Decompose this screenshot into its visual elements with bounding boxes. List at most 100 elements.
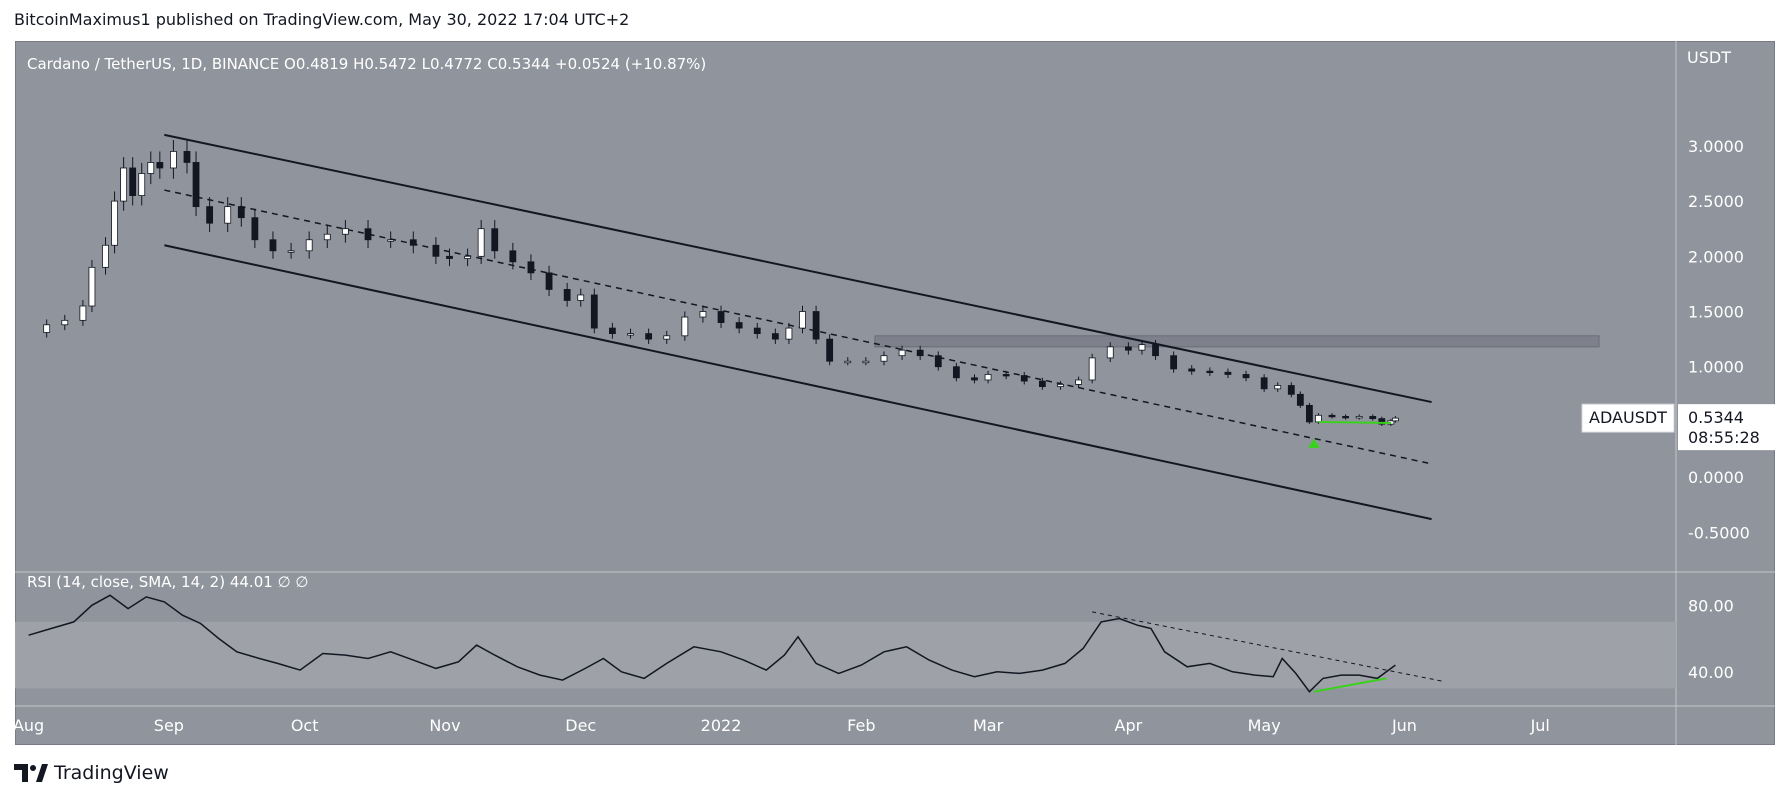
candle-up — [43, 324, 51, 333]
rsi-dashed-trendline — [1092, 611, 1446, 683]
symbol-badge-text: ADAUSDT — [1589, 408, 1667, 427]
candle-up — [323, 233, 331, 241]
candle-up — [1274, 385, 1282, 390]
candle-up — [147, 162, 155, 174]
last-price-label: 0.5344 — [1688, 408, 1744, 427]
price-tick-label: 3.0000 — [1688, 137, 1744, 156]
time-tick-label: 2022 — [701, 716, 742, 735]
rsi-header: RSI (14, close, SMA, 14, 2) 44.01 ∅ ∅ — [27, 573, 308, 591]
close-label: C — [487, 55, 497, 73]
candle-down — [527, 261, 535, 274]
candle-up — [1315, 414, 1322, 423]
low-value: 0.4772 — [430, 55, 487, 73]
rsi-band — [15, 621, 1676, 689]
candle-down — [1170, 355, 1178, 370]
candle-down — [206, 206, 214, 224]
candle-up — [341, 228, 349, 235]
candle-down — [645, 333, 653, 340]
upper-channel-line — [164, 133, 1432, 404]
resistance-zone — [874, 335, 1600, 348]
candle-up — [477, 228, 485, 257]
candle-up — [862, 360, 870, 364]
candle-down — [812, 311, 820, 340]
candle-down — [545, 272, 553, 290]
candle-up — [1391, 417, 1399, 422]
candle-up — [663, 335, 671, 340]
candle-down — [1002, 374, 1010, 377]
candle-up — [681, 316, 689, 337]
price-tick-label: 1.0000 — [1688, 358, 1744, 377]
candle-down — [1287, 385, 1295, 395]
candle-down — [1206, 370, 1214, 374]
rsi-line — [28, 594, 1396, 693]
currency-label: USDT — [1687, 48, 1731, 67]
candle-down — [753, 327, 761, 335]
candle-down — [563, 289, 571, 301]
time-tick-label: Oct — [291, 716, 319, 735]
publish-line: BitcoinMaximus1 published on TradingView… — [14, 10, 630, 29]
candle-down — [1242, 374, 1250, 379]
candle-up — [79, 305, 87, 321]
candle-up — [287, 250, 295, 253]
candle-down — [269, 239, 277, 252]
rsi-extra: ∅ — [278, 573, 296, 591]
close-value: 0.5344 — [498, 55, 555, 73]
tradingview-logo-icon — [14, 764, 48, 782]
candle-down — [409, 239, 417, 246]
candle-up — [387, 239, 395, 242]
candle-up — [627, 333, 634, 336]
time-tick-label: Aug — [13, 716, 44, 735]
high-label: H — [353, 55, 364, 73]
candle-down — [952, 366, 960, 379]
candle-down — [1306, 404, 1313, 423]
candle-up — [1355, 416, 1363, 419]
candle-up — [170, 151, 177, 169]
rsi-value: 44.01 — [230, 573, 278, 591]
candle-down — [1342, 416, 1350, 419]
candle-up — [102, 244, 109, 268]
low-label: L — [422, 55, 431, 73]
candle-down — [1038, 380, 1046, 388]
rsi-title: RSI (14, close, SMA, 14, 2) — [27, 573, 230, 591]
symbol-badge — [1581, 403, 1675, 433]
green-arrow-icon — [1307, 438, 1320, 448]
candle-up — [898, 349, 906, 357]
price-tick-label: -0.5000 — [1688, 523, 1750, 542]
candle-up — [880, 355, 888, 362]
candle-down — [1152, 344, 1159, 357]
candle-up — [1106, 346, 1114, 359]
candle-down — [771, 333, 779, 340]
time-tick-label: Dec — [565, 716, 596, 735]
candle-down — [971, 377, 978, 381]
candle-up — [984, 374, 992, 381]
candle-down — [156, 162, 164, 169]
change-value: +0.0524 (+10.87%) — [555, 55, 706, 73]
candle-down — [1296, 393, 1304, 406]
candle-up — [844, 360, 852, 364]
candle-up — [1088, 357, 1096, 381]
candle-up — [224, 206, 232, 224]
candle-down — [1369, 416, 1377, 420]
tradingview-logo-text: TradingView — [54, 762, 169, 784]
candle-down — [1260, 377, 1268, 390]
time-tick-label: Jun — [1391, 716, 1417, 735]
ohlc-header: Cardano / TetherUS, 1D, BINANCE O0.4819 … — [27, 55, 706, 73]
open-label: O — [284, 55, 296, 73]
open-value: 0.4819 — [296, 55, 353, 73]
candle-down — [916, 349, 924, 357]
price-tick-label: 2.0000 — [1688, 247, 1744, 266]
candle-up — [138, 173, 146, 196]
chart-title: Cardano / TetherUS, 1D, BINANCE — [27, 55, 284, 73]
candle-up — [699, 311, 707, 318]
candle-up — [61, 319, 69, 326]
rsi-green-divergence — [1313, 677, 1387, 693]
candle-down — [491, 228, 499, 252]
candle-up — [464, 255, 471, 259]
price-tick-label: 2.5000 — [1688, 192, 1744, 211]
lower-channel-line — [164, 244, 1432, 521]
candle-up — [799, 311, 806, 329]
tradingview-logo[interactable]: TradingView — [14, 762, 169, 784]
price-tick-label: 1.5000 — [1688, 303, 1744, 322]
candle-down — [1328, 414, 1336, 418]
